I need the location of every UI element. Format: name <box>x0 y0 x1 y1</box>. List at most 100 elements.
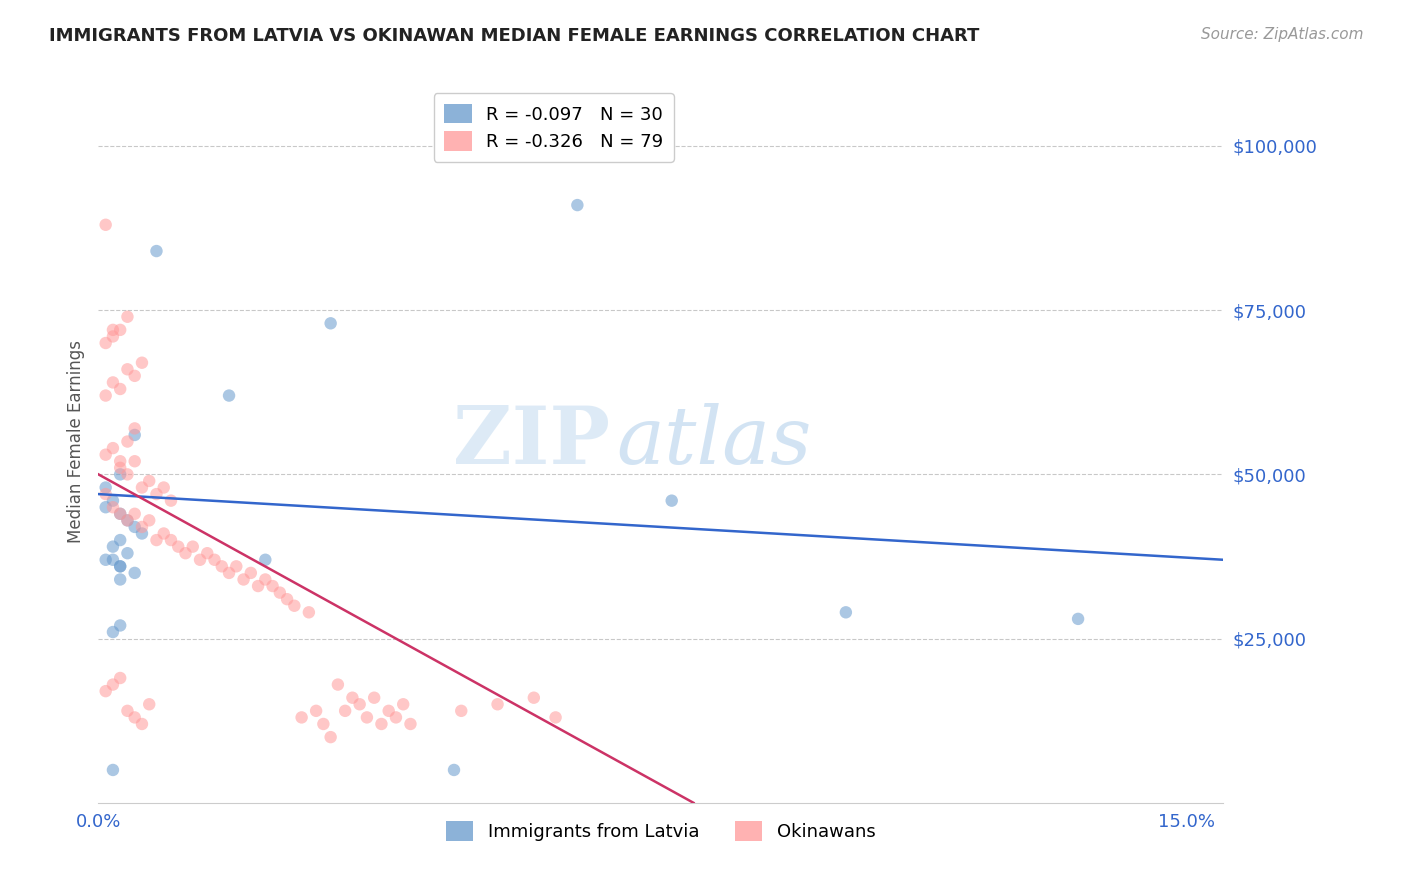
Point <box>262 579 284 593</box>
Point <box>94 336 117 351</box>
Point <box>247 579 270 593</box>
Point <box>254 573 277 587</box>
Point <box>232 573 254 587</box>
Point <box>167 540 190 554</box>
Point <box>131 481 153 495</box>
Point <box>108 507 131 521</box>
Point <box>94 684 117 698</box>
Point <box>101 329 124 343</box>
Point <box>450 704 472 718</box>
Point <box>523 690 546 705</box>
Point <box>661 493 683 508</box>
Point <box>117 513 139 527</box>
Point <box>312 717 335 731</box>
Legend: Immigrants from Latvia, Okinawans: Immigrants from Latvia, Okinawans <box>439 814 883 848</box>
Text: IMMIGRANTS FROM LATVIA VS OKINAWAN MEDIAN FEMALE EARNINGS CORRELATION CHART: IMMIGRANTS FROM LATVIA VS OKINAWAN MEDIA… <box>49 27 980 45</box>
Point <box>124 710 146 724</box>
Point <box>181 540 204 554</box>
Point <box>349 698 371 712</box>
Point <box>188 553 211 567</box>
Point <box>138 513 160 527</box>
Point <box>1067 612 1090 626</box>
Point <box>218 388 240 402</box>
Point <box>298 605 321 619</box>
Point <box>124 520 146 534</box>
Point <box>319 730 342 744</box>
Point <box>108 533 131 547</box>
Point <box>145 487 167 501</box>
Point <box>101 540 124 554</box>
Point <box>108 467 131 482</box>
Point <box>195 546 218 560</box>
Point <box>117 704 139 718</box>
Point <box>131 356 153 370</box>
Text: atlas: atlas <box>616 403 811 480</box>
Text: ZIP: ZIP <box>453 402 610 481</box>
Point <box>94 500 117 515</box>
Point <box>94 553 117 567</box>
Point <box>108 382 131 396</box>
Point <box>131 717 153 731</box>
Point <box>269 585 291 599</box>
Point <box>108 323 131 337</box>
Point <box>117 467 139 482</box>
Point <box>239 566 262 580</box>
Point <box>254 553 277 567</box>
Point <box>108 507 131 521</box>
Point <box>101 441 124 455</box>
Point <box>117 434 139 449</box>
Point <box>225 559 247 574</box>
Point <box>108 559 131 574</box>
Point <box>94 481 117 495</box>
Point <box>356 710 378 724</box>
Y-axis label: Median Female Earnings: Median Female Earnings <box>66 340 84 543</box>
Point <box>101 500 124 515</box>
Point <box>124 421 146 435</box>
Point <box>117 513 139 527</box>
Point <box>145 244 167 258</box>
Point <box>101 763 124 777</box>
Point <box>124 454 146 468</box>
Point <box>131 526 153 541</box>
Point <box>283 599 305 613</box>
Point <box>94 487 117 501</box>
Point <box>174 546 197 560</box>
Point <box>152 481 174 495</box>
Point <box>486 698 509 712</box>
Point <box>101 493 124 508</box>
Point <box>117 310 139 324</box>
Point <box>377 704 399 718</box>
Point <box>160 533 183 547</box>
Point <box>124 428 146 442</box>
Point <box>101 677 124 691</box>
Point <box>544 710 567 724</box>
Point <box>108 559 131 574</box>
Point <box>117 362 139 376</box>
Point <box>108 454 131 468</box>
Point <box>145 533 167 547</box>
Point <box>101 376 124 390</box>
Point <box>211 559 233 574</box>
Point <box>94 218 117 232</box>
Point <box>835 605 858 619</box>
Point <box>101 323 124 337</box>
Point <box>94 388 117 402</box>
Point <box>101 625 124 640</box>
Point <box>124 368 146 383</box>
Point <box>101 553 124 567</box>
Point <box>399 717 422 731</box>
Point <box>363 690 385 705</box>
Point <box>276 592 298 607</box>
Point <box>131 520 153 534</box>
Point <box>117 546 139 560</box>
Point <box>392 698 415 712</box>
Point <box>385 710 408 724</box>
Point <box>204 553 226 567</box>
Point <box>443 763 465 777</box>
Point <box>124 507 146 521</box>
Point <box>124 566 146 580</box>
Point <box>152 526 174 541</box>
Text: Source: ZipAtlas.com: Source: ZipAtlas.com <box>1201 27 1364 42</box>
Point <box>291 710 314 724</box>
Point <box>333 704 356 718</box>
